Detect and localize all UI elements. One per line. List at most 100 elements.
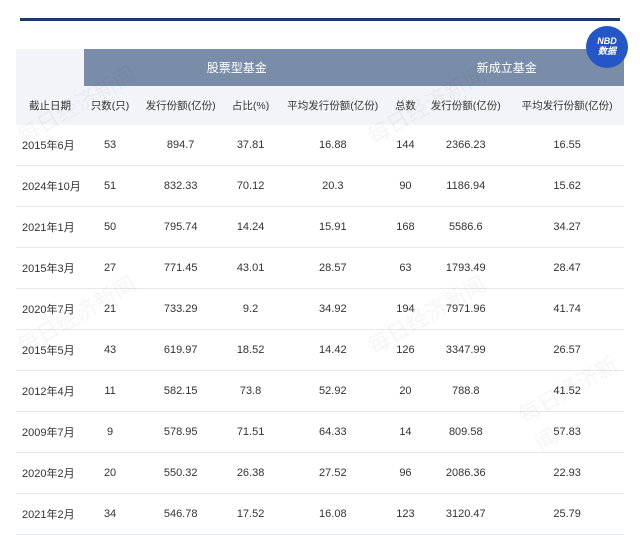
- table-row: 2015年6月53894.737.8116.881442366.2316.55: [16, 125, 624, 166]
- nbd-badge: NBD 数据: [586, 26, 628, 68]
- table-cell: 16.55: [510, 125, 624, 166]
- table-cell: 15.62: [510, 166, 624, 207]
- table-cell: 619.97: [136, 330, 225, 371]
- table-cell: 2012年4月: [16, 371, 84, 412]
- table-cell: 15.91: [276, 207, 390, 248]
- table-row: 2021年2月34546.7817.5216.081233120.4725.79: [16, 494, 624, 535]
- table-cell: 20.3: [276, 166, 390, 207]
- table-cell: 26.57: [510, 330, 624, 371]
- col-ratio: 占比(%): [225, 86, 276, 125]
- table-cell: 22.93: [510, 453, 624, 494]
- table-cell: 73.8: [225, 371, 276, 412]
- table-cell: 63: [390, 248, 422, 289]
- table-cell: 51: [84, 166, 136, 207]
- table-cell: 18.52: [225, 330, 276, 371]
- table-cell: 14.24: [225, 207, 276, 248]
- table-cell: 41.74: [510, 289, 624, 330]
- table-row: 2021年1月50795.7414.2415.911685586.634.27: [16, 207, 624, 248]
- table-cell: 50: [84, 207, 136, 248]
- col-avg: 平均发行份额(亿份): [276, 86, 390, 125]
- table-cell: 9.2: [225, 289, 276, 330]
- table-cell: 64.33: [276, 412, 390, 453]
- table-cell: 894.7: [136, 125, 225, 166]
- table-cell: 43: [84, 330, 136, 371]
- table-cell: 28.47: [510, 248, 624, 289]
- table-cell: 34: [84, 494, 136, 535]
- group-blank: [16, 49, 84, 86]
- table-cell: 17.52: [225, 494, 276, 535]
- col-date: 截止日期: [16, 86, 84, 125]
- col-shares: 发行份额(亿份): [136, 86, 225, 125]
- table-cell: 43.01: [225, 248, 276, 289]
- table-cell: 14.42: [276, 330, 390, 371]
- table-cell: 37.81: [225, 125, 276, 166]
- table-cell: 546.78: [136, 494, 225, 535]
- group-header-row: 股票型基金 新成立基金: [16, 49, 624, 86]
- table-cell: 20: [390, 371, 422, 412]
- table-cell: 168: [390, 207, 422, 248]
- top-accent-line: [20, 18, 620, 21]
- table-row: 2009年7月9578.9571.5164.3314809.5857.83: [16, 412, 624, 453]
- col-count: 只数(只): [84, 86, 136, 125]
- table-cell: 2020年2月: [16, 453, 84, 494]
- table-cell: 550.32: [136, 453, 225, 494]
- table-cell: 126: [390, 330, 422, 371]
- table-cell: 123: [390, 494, 422, 535]
- table-cell: 5586.6: [421, 207, 510, 248]
- table-cell: 144: [390, 125, 422, 166]
- table-row: 2015年5月43619.9718.5214.421263347.9926.57: [16, 330, 624, 371]
- table-row: 2012年4月11582.1573.852.9220788.841.52: [16, 371, 624, 412]
- table-cell: 16.08: [276, 494, 390, 535]
- col-total: 总数: [390, 86, 422, 125]
- group-equity: 股票型基金: [84, 49, 390, 86]
- table-row: 2015年3月27771.4543.0128.57631793.4928.47: [16, 248, 624, 289]
- table-cell: 57.83: [510, 412, 624, 453]
- col-new-avg: 平均发行份额(亿份): [510, 86, 624, 125]
- table-cell: 41.52: [510, 371, 624, 412]
- table-body: 2015年6月53894.737.8116.881442366.2316.552…: [16, 125, 624, 535]
- table-cell: 2020年7月: [16, 289, 84, 330]
- table-cell: 34.92: [276, 289, 390, 330]
- table-cell: 34.27: [510, 207, 624, 248]
- fund-table: 股票型基金 新成立基金 截止日期 只数(只) 发行份额(亿份) 占比(%) 平均…: [16, 49, 624, 535]
- table-cell: 2366.23: [421, 125, 510, 166]
- table-cell: 2015年6月: [16, 125, 84, 166]
- table-cell: 2024年10月: [16, 166, 84, 207]
- badge-line2: 数据: [598, 47, 616, 57]
- table-cell: 21: [84, 289, 136, 330]
- table-cell: 14: [390, 412, 422, 453]
- table-cell: 578.95: [136, 412, 225, 453]
- table-cell: 795.74: [136, 207, 225, 248]
- table-cell: 2015年3月: [16, 248, 84, 289]
- table-cell: 809.58: [421, 412, 510, 453]
- table-cell: 194: [390, 289, 422, 330]
- table-cell: 20: [84, 453, 136, 494]
- table-cell: 90: [390, 166, 422, 207]
- table-cell: 1793.49: [421, 248, 510, 289]
- table-cell: 27: [84, 248, 136, 289]
- table-cell: 70.12: [225, 166, 276, 207]
- table-row: 2020年7月21733.299.234.921947971.9641.74: [16, 289, 624, 330]
- table-cell: 16.88: [276, 125, 390, 166]
- col-new-shares: 发行份额(亿份): [421, 86, 510, 125]
- table-cell: 2021年1月: [16, 207, 84, 248]
- table-cell: 582.15: [136, 371, 225, 412]
- column-header-row: 截止日期 只数(只) 发行份额(亿份) 占比(%) 平均发行份额(亿份) 总数 …: [16, 86, 624, 125]
- table-cell: 1186.94: [421, 166, 510, 207]
- table-cell: 28.57: [276, 248, 390, 289]
- table-cell: 771.45: [136, 248, 225, 289]
- table-cell: 27.52: [276, 453, 390, 494]
- table-cell: 2021年2月: [16, 494, 84, 535]
- table-cell: 52.92: [276, 371, 390, 412]
- table-cell: 9: [84, 412, 136, 453]
- table-cell: 71.51: [225, 412, 276, 453]
- table-row: 2024年10月51832.3370.1220.3901186.9415.62: [16, 166, 624, 207]
- table-cell: 788.8: [421, 371, 510, 412]
- table-cell: 2015年5月: [16, 330, 84, 371]
- table-cell: 2009年7月: [16, 412, 84, 453]
- table-cell: 3347.99: [421, 330, 510, 371]
- table-cell: 2086.36: [421, 453, 510, 494]
- table-cell: 53: [84, 125, 136, 166]
- table-cell: 3120.47: [421, 494, 510, 535]
- table-cell: 7971.96: [421, 289, 510, 330]
